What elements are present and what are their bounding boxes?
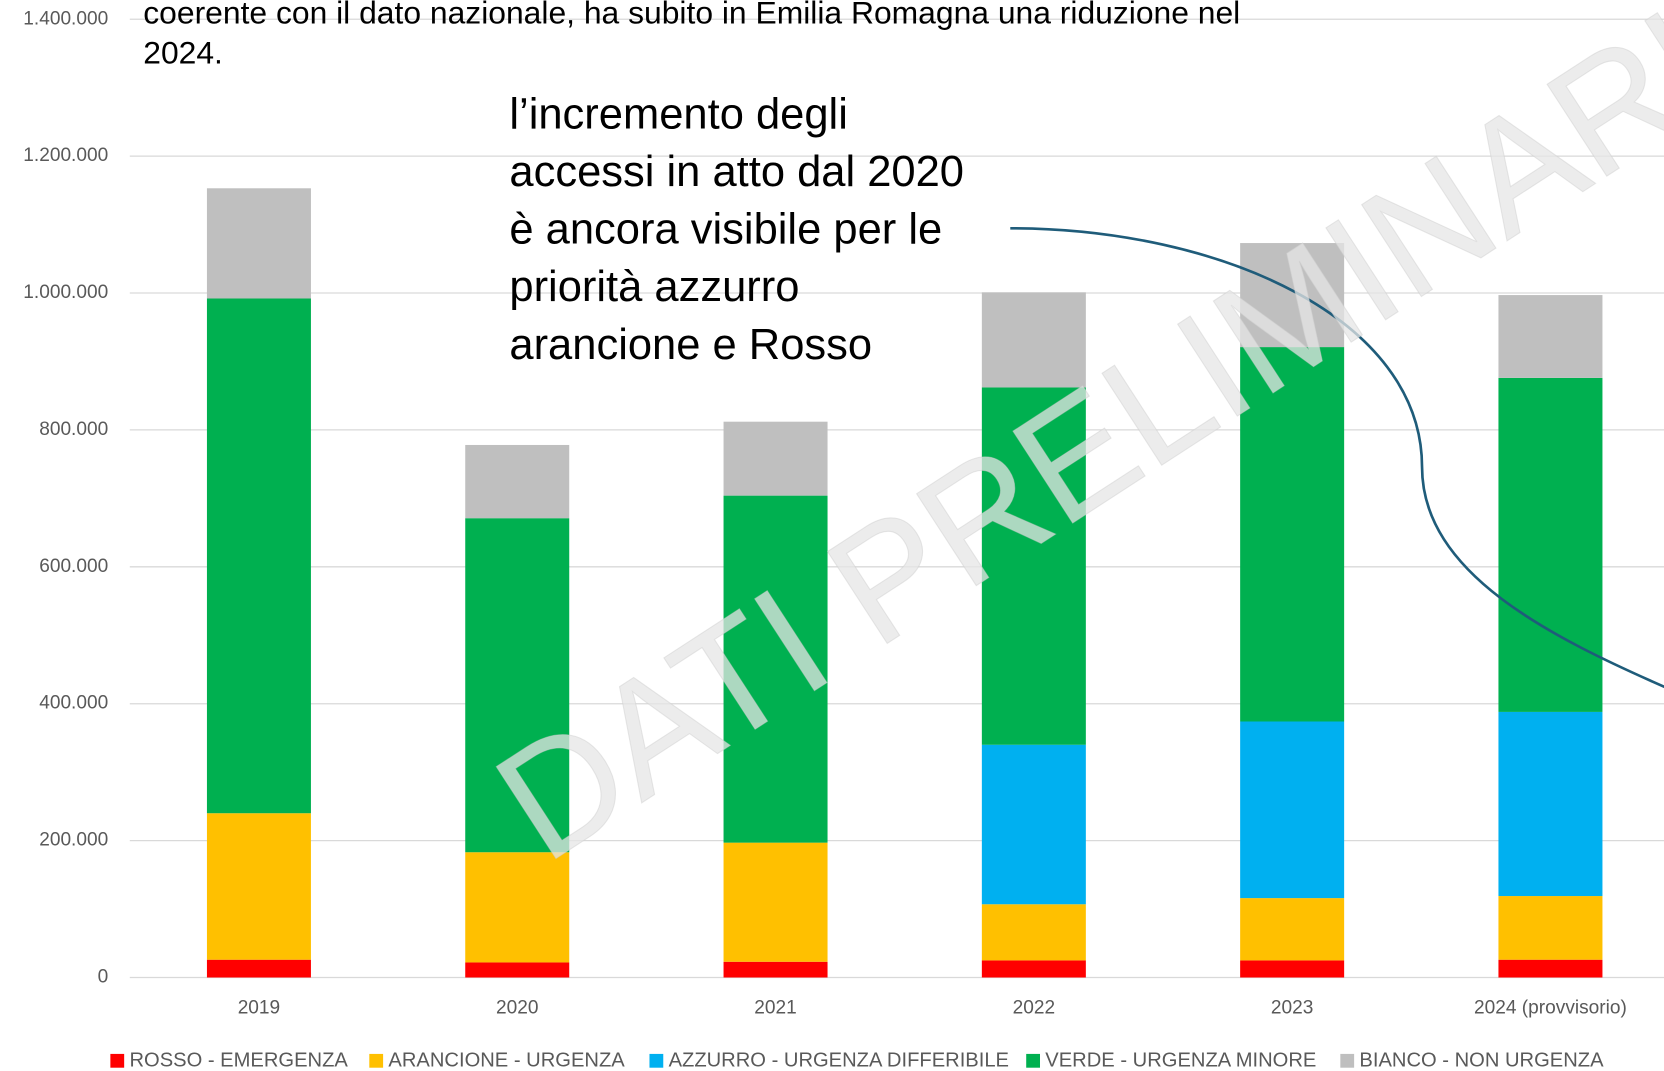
y-tick-label: 400.000 (39, 693, 108, 714)
note-text: coerente con il dato nazionale, ha subit… (143, 0, 1240, 30)
legend-label: ARANCIONE - URGENZA (388, 1050, 625, 1071)
bar-segment (981, 904, 1086, 961)
annotation-text: è ancora visibile per le (509, 206, 942, 254)
bar-segment (1240, 898, 1345, 961)
bar-segment (1498, 711, 1603, 897)
bar-segment (1498, 377, 1603, 712)
bar-segment (981, 744, 1086, 905)
x-tick-label: 2019 (238, 997, 280, 1018)
annotation-text: l’incremento degli (509, 90, 848, 138)
x-tick-label: 2020 (496, 997, 538, 1018)
y-tick-label: 1.200.000 (23, 145, 108, 166)
legend-swatch (369, 1053, 384, 1068)
legend-label: AZZURRO - URGENZA DIFFERIBILE (669, 1050, 1009, 1071)
bar-segment (981, 960, 1086, 978)
x-tick-label: 2023 (1271, 997, 1313, 1018)
bar-segment (1240, 721, 1345, 899)
legend-swatch (1340, 1053, 1355, 1068)
legend-label: VERDE - URGENZA MINORE (1045, 1050, 1316, 1071)
bar-segment (465, 852, 570, 963)
legend-swatch (649, 1053, 664, 1068)
bar-segment (206, 813, 311, 960)
bar-segment (981, 387, 1086, 745)
y-tick-label: 800.000 (39, 419, 108, 440)
annotation-text: arancione e Rosso (509, 321, 872, 369)
bar-segment (465, 962, 570, 978)
bar-segment (1240, 347, 1345, 722)
bar-segment (723, 495, 828, 843)
bar-segment (981, 292, 1086, 388)
x-tick-label: 2021 (754, 997, 796, 1018)
annotation-text: accessi in atto dal 2020 (509, 148, 964, 196)
y-tick-label: 1.400.000 (23, 8, 108, 29)
y-tick-label: 1.000.000 (23, 282, 108, 303)
bar-segment (1240, 243, 1345, 348)
bar-segment (206, 188, 311, 299)
annotation-arrow (1010, 226, 1664, 689)
y-tick-label: 0 (98, 967, 109, 988)
legend-swatch (110, 1053, 125, 1068)
bar-segment (723, 842, 828, 962)
grid (129, 18, 1664, 979)
bar-segment (1498, 295, 1603, 378)
legend-label: BIANCO - NON URGENZA (1359, 1050, 1604, 1071)
bar-segment (465, 444, 570, 519)
bar-segment (206, 298, 311, 814)
bars (206, 188, 1603, 978)
bar-segment (206, 959, 311, 978)
legend-swatch (1026, 1053, 1040, 1068)
bar-segment (1498, 896, 1603, 960)
bar-segment (1240, 960, 1345, 978)
x-tick-label: 2022 (1013, 997, 1055, 1018)
y-tick-label: 600.000 (39, 556, 108, 577)
legend-label: ROSSO - EMERGENZA (129, 1050, 348, 1071)
note-text: 2024. (143, 35, 223, 71)
bar-segment (723, 961, 828, 978)
y-tick-label: 200.000 (39, 830, 108, 851)
bar-segment (465, 518, 570, 853)
bar-segment (723, 421, 828, 496)
bar-segment (1498, 959, 1603, 978)
annotation-text: priorità azzurro (509, 263, 799, 311)
x-tick-label: 2024 (provvisorio) (1474, 997, 1627, 1018)
